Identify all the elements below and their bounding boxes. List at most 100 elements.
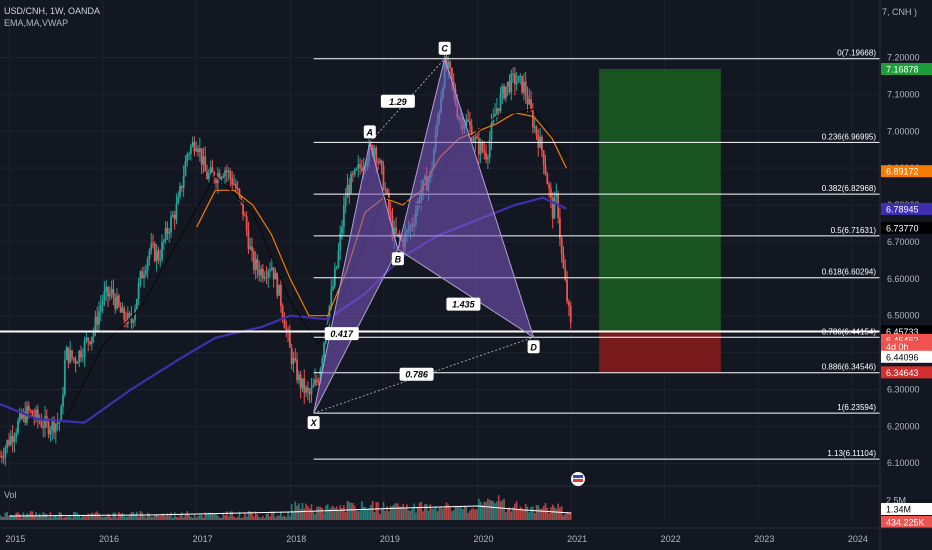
price-badge-label: 6.78945 (886, 204, 919, 214)
volume-bar (202, 517, 205, 520)
volume-bar (400, 506, 403, 520)
volume-bar (454, 505, 457, 520)
volume-axis-label: 2.5M (886, 496, 906, 506)
candle-body (155, 250, 158, 261)
volume-bar (127, 516, 129, 520)
candle-body (146, 258, 149, 271)
candle-body (242, 200, 244, 216)
harmonic-pattern[interactable]: X A B C D 1.29 0.417 1.435 0.786 (307, 41, 540, 430)
volume-bar (6, 511, 9, 520)
candle-body (386, 189, 388, 194)
volume-bar (38, 513, 41, 520)
candle-body (0, 455, 1, 457)
volume-bar (411, 508, 414, 520)
candle-body (256, 258, 259, 270)
candle-body (152, 243, 154, 245)
volume-bar (24, 515, 27, 520)
candle-body (281, 305, 284, 318)
candle-body (335, 266, 338, 269)
fibonacci-retracement[interactable]: 0(7.19668) 0.236(6.96995) 0.382(6.82968) 0.… (0, 49, 880, 460)
volume-bar (314, 513, 316, 520)
volume-bar (321, 508, 324, 520)
candle-body (98, 311, 100, 325)
volume-bar (456, 507, 459, 520)
volume-bar (343, 505, 345, 520)
volume-bar (148, 513, 151, 520)
volume-bar (434, 506, 437, 520)
volume-bar (28, 514, 30, 520)
volume-bar (181, 512, 183, 520)
candle-body (276, 272, 279, 296)
candle-body (128, 313, 131, 316)
indicators-legend[interactable]: EMA,MA,VWAP (4, 18, 69, 28)
volume-bar (323, 512, 325, 520)
volume-bar (483, 501, 486, 520)
time-tick-label: 2022 (661, 534, 681, 544)
time-axis[interactable]: 2015 2016 2017 2018 2019 2020 2021 2022 2023 2024 (0, 527, 932, 544)
candle-body (310, 387, 313, 395)
candle-body (359, 164, 361, 168)
volume-bar (130, 512, 133, 520)
volume-badge (881, 503, 932, 515)
volume-bar (245, 516, 248, 520)
candle-body (351, 173, 354, 175)
candle-body (350, 173, 352, 194)
fib-level-label: 0.5(6.71631) (831, 226, 877, 235)
volume-bar (40, 516, 43, 520)
candle-body (85, 337, 88, 341)
symbol-title[interactable]: USD/CNH, 1W, OANDA (4, 6, 101, 16)
candle-body (90, 336, 93, 344)
candle-body (378, 160, 381, 163)
volume-bar (168, 515, 171, 520)
candle-body (297, 374, 300, 381)
candle-body (36, 409, 39, 420)
candle-body (168, 232, 171, 234)
candle-body (114, 297, 117, 309)
candle-body (355, 168, 358, 170)
candle-body (24, 412, 27, 423)
candle-body (243, 215, 246, 217)
candle-body (497, 108, 500, 112)
candle-body (519, 75, 522, 77)
volume-bar (83, 516, 86, 520)
candle-body (377, 162, 379, 164)
volume-axis-label: 1.34M (886, 505, 911, 515)
price-axis[interactable]: 6.100006.200006.300006.400006.500006.600… (879, 0, 932, 550)
volume-bar (569, 511, 572, 520)
volume-bar (362, 506, 365, 520)
candle-body (135, 298, 138, 309)
volume-bar (380, 508, 383, 520)
candle-body (137, 282, 140, 299)
volume-bar (222, 512, 225, 520)
candle-body (263, 277, 266, 279)
candle-body (211, 167, 214, 173)
harmonic-ratio-label: 0.786 (405, 370, 429, 380)
volume-bar (409, 510, 412, 520)
candle-body (62, 394, 64, 407)
candle-body (112, 289, 115, 298)
volume-bar (463, 505, 466, 520)
volume-bar (541, 508, 543, 520)
candle-body (375, 147, 378, 163)
volume-bar (258, 517, 261, 520)
volume-bar (440, 507, 442, 520)
candle-body (144, 270, 147, 275)
candle-body (207, 173, 210, 180)
volume-bar (13, 515, 16, 520)
volume-bar (265, 513, 268, 520)
volume-bar (20, 517, 23, 520)
volume-bar (177, 517, 180, 520)
volume-bar (445, 502, 448, 520)
price-badge-label: 6.45733 (886, 327, 919, 337)
candle-body (63, 359, 66, 395)
candle-body (503, 86, 505, 99)
volume-bar (182, 517, 185, 520)
long-position-tool[interactable] (599, 69, 721, 373)
candle-body (283, 317, 286, 329)
volume-bar (562, 515, 565, 520)
volume-bar (308, 508, 311, 520)
volume-bar (413, 503, 415, 520)
fib-level-label: 0.886(6.34546) (822, 363, 877, 372)
harmonic-point-label: D (530, 342, 537, 352)
